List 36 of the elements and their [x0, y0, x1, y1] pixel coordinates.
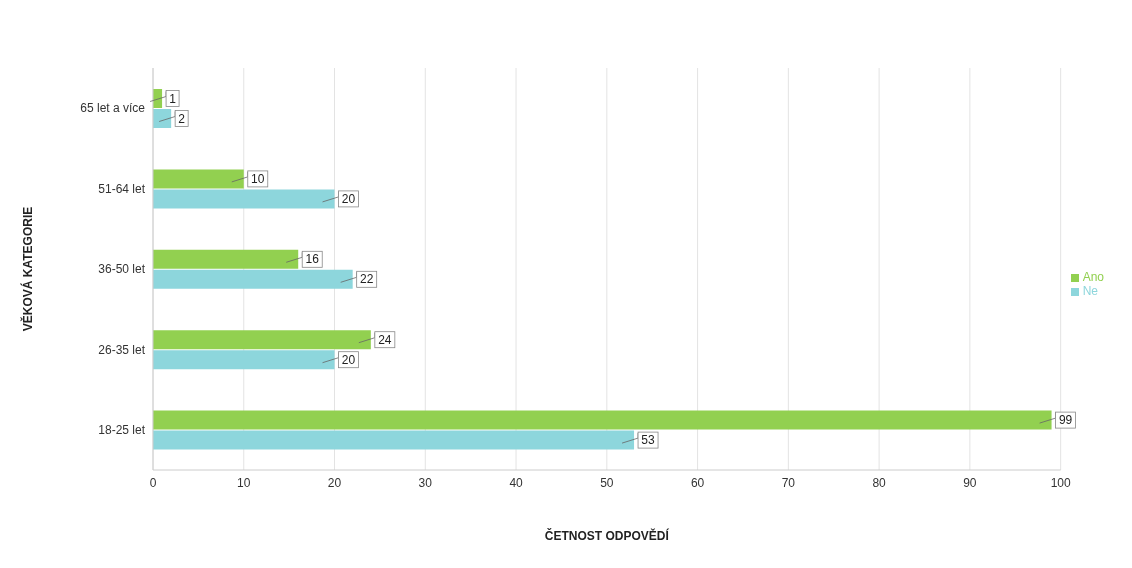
x-tick-label: 60 [690, 475, 705, 490]
x-tick-label: 0 [149, 475, 157, 490]
y-axis-title: VĚKOVÁ KATEGORIE [20, 206, 36, 332]
x-tick-label: 80 [872, 475, 887, 490]
y-tick-label: 65 let a více [80, 101, 146, 116]
x-axis-title: ČETNOST ODPOVĚDÍ [544, 528, 670, 543]
bar [153, 189, 335, 209]
y-tick-label: 18-25 let [98, 423, 146, 438]
x-tick-label: 50 [600, 475, 614, 490]
bar [153, 269, 353, 289]
data-label: 53 [641, 433, 656, 448]
legend-label: Ne [1082, 284, 1098, 298]
data-label: 1 [169, 91, 177, 106]
data-label: 20 [341, 352, 356, 367]
bar [153, 330, 371, 350]
x-tick-label: 40 [509, 475, 524, 490]
data-label: 16 [305, 252, 320, 267]
y-tick-label: 51-64 let [98, 181, 146, 196]
data-label: 99 [1058, 413, 1073, 428]
x-tick-label: 20 [327, 475, 342, 490]
x-tick-label: 30 [418, 475, 433, 490]
y-tick-label: 26-35 let [98, 342, 146, 357]
data-label: 22 [360, 272, 374, 287]
bar [153, 169, 244, 189]
data-label: 20 [341, 191, 356, 206]
bar [153, 350, 335, 370]
data-label: 10 [251, 171, 265, 186]
x-tick-label: 100 [1050, 475, 1071, 490]
data-label: 24 [378, 332, 392, 347]
legend-label: Ano [1082, 270, 1104, 284]
data-label: 2 [178, 111, 186, 126]
y-tick-label: 36-50 let [98, 262, 146, 277]
x-tick-label: 70 [781, 475, 796, 490]
x-tick-label: 10 [237, 475, 251, 490]
bar [153, 410, 1052, 430]
x-tick-label: 90 [963, 475, 977, 490]
